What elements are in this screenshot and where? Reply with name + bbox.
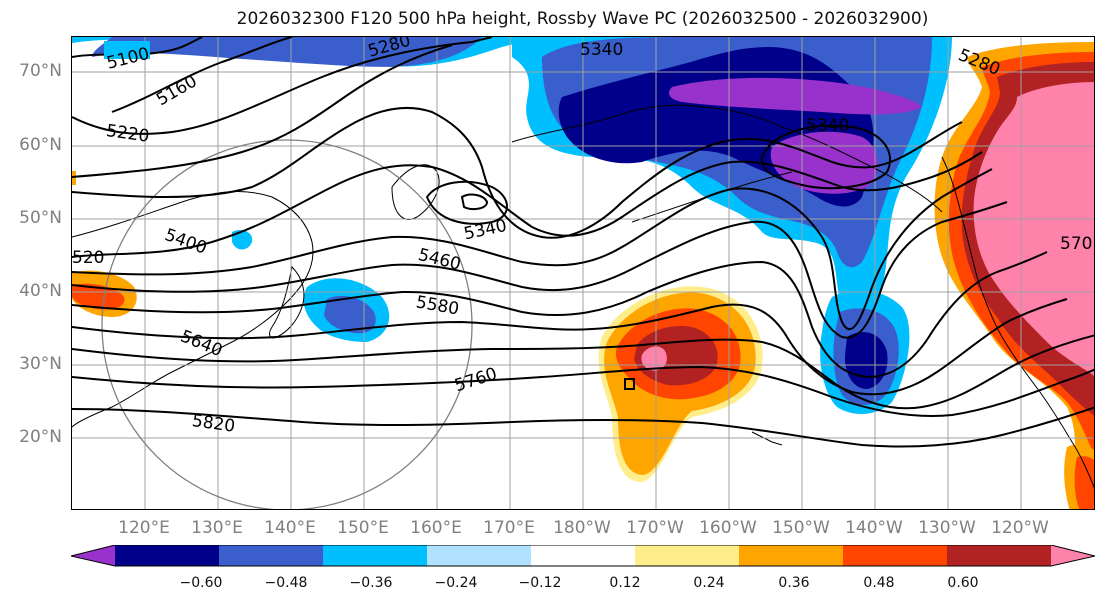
contour-5640 [72,298,1068,396]
colorbar-outline [71,545,1095,567]
anomaly-royal-japan [324,295,376,334]
colorbar-cell [323,545,428,566]
lon-label-120e: 120°E [118,518,170,538]
coastline-hawaii [751,431,783,446]
colorbar-cell [843,545,948,566]
lon-label-160e: 160°E [410,518,462,538]
contour-label: 5220 [105,121,151,147]
lat-label-70: 70°N [19,61,62,81]
colorbar-cell [947,545,1052,566]
contour-label: 520 [72,248,104,268]
lon-label-160w: 160°W [699,518,757,538]
colorbar-cell [531,545,636,566]
lon-label-140w: 140°W [845,518,903,538]
colorbar-tick-label: 0.24 [693,575,725,591]
contour-5820 [72,406,1094,448]
colorbar-cells [71,545,1095,566]
coastline-alaska [511,104,943,213]
anomaly-pink-west-america [973,82,1094,376]
lat-label-60: 60°N [19,135,62,155]
contour-label: 5340 [462,216,508,245]
contour-5280-west [72,44,453,178]
lat-label-50: 50°N [19,208,62,228]
map-canvas: 5100 5160 5280 5340 5220 5340 5340 5400 … [72,37,1094,509]
contour-closed-low-inner [460,193,489,211]
colorbar-tick-label: 0.48 [863,575,895,591]
contour-alaska-low [760,124,892,190]
colorbar-cell [635,545,740,566]
lon-label-180: 180°W [553,518,611,538]
colorbar-cell [219,545,324,566]
colorbar-extend-low [71,545,115,566]
lon-label-130e: 130°E [191,518,243,538]
contour-5580 [72,251,1048,379]
contour-5160 [111,37,293,113]
colorbar-tick-label: 0.60 [947,575,979,591]
anomaly-redorange-far-west [72,283,125,310]
coastline-kamchatka [391,164,440,220]
lon-label-170e: 170°E [483,518,535,538]
lon-label-150e: 150°E [337,518,389,538]
contour-label: 5340 [806,116,849,136]
lon-label-140e: 140°E [264,518,316,538]
lat-label-20: 20°N [19,427,62,447]
contour-5100 [72,37,203,58]
anomaly-shading [72,37,1094,509]
colorbar-cell [115,545,220,566]
colorbar-tick-label: −0.36 [349,575,393,591]
contour-5220 [72,37,493,135]
colorbar-tick-label: −0.24 [434,575,478,591]
lat-label-30: 30°N [19,354,62,374]
colorbar [71,545,1095,567]
lon-label-130w: 130°W [918,518,976,538]
colorbar-tick-label: 0.12 [609,575,641,591]
contour-label: 570 [1060,234,1092,254]
anomaly-sky-small-1 [232,230,253,250]
lon-label-150w: 150°W [772,518,830,538]
lon-label-170w: 170°W [626,518,684,538]
anomaly-redorange-se-corner [1074,456,1094,509]
contour-small-loop [624,378,635,390]
contour-5400 [72,151,983,258]
contour-label-bg-1 [104,41,150,59]
reference-circle [101,139,473,509]
lon-label-120w: 120°W [991,518,1049,538]
map-panel: 5100 5160 5280 5340 5220 5340 5340 5400 … [71,36,1095,510]
grid-lines [72,37,1094,509]
height-contours [72,37,1094,448]
contour-5520 [72,201,1008,339]
contour-5460 [72,168,993,331]
colorbar-tick-label: 0.36 [778,575,810,591]
lat-label-40: 40°N [19,281,62,301]
colorbar-cell [739,545,844,566]
colorbar-tick-label: −0.60 [179,575,223,591]
colorbar-extend-high [1051,545,1095,566]
contour-label: 5400 [162,225,209,259]
anomaly-purple-alaska [770,131,878,194]
coastline-asia [72,191,314,428]
colorbar-tick-label: −0.12 [518,575,562,591]
contour-5340-low [72,106,963,239]
contour-label: 5340 [580,40,623,60]
colorbar-tick-label: −0.48 [264,575,308,591]
anomaly-purple-arctic [669,77,922,115]
contour-label: 5160 [153,71,200,110]
contour-5700 [72,334,1094,410]
colorbar-cell [427,545,532,566]
map-title: 2026032300 F120 500 hPa height, Rossby W… [236,9,929,29]
contour-label: 5760 [452,364,499,396]
contour-5760 [72,365,1094,418]
contour-label: 5820 [191,411,237,437]
anomaly-orange-left-edge [72,171,76,185]
